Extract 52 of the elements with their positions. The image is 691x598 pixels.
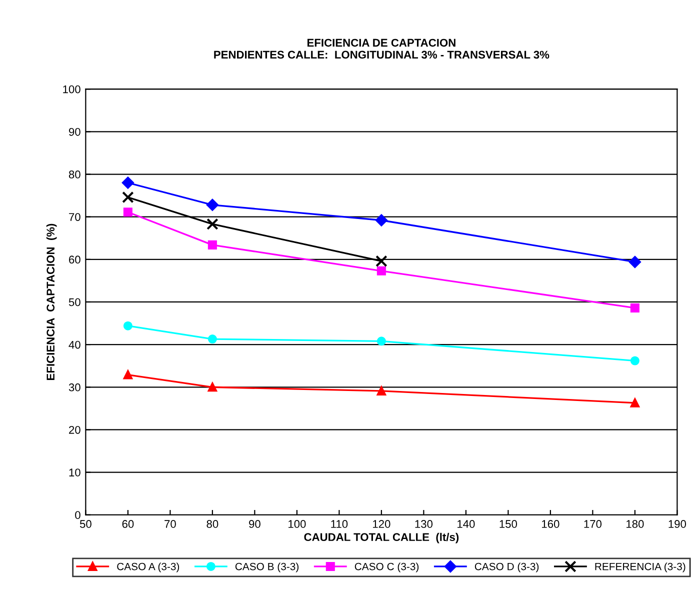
y-tick-label: 10 (69, 468, 80, 476)
point (630, 303, 640, 312)
x-axis-title: CAUDAL TOTAL CALLE (lt/s) (304, 532, 459, 544)
chart-title: EFICIENCIA DE CAPTACION PENDIENTES CALLE: LONGITUDINAL 3% - TRANSVERSAL 3% (214, 38, 550, 59)
point (376, 266, 386, 276)
x-tick-label: 70 (164, 520, 176, 528)
y-tick-label: 30 (68, 383, 80, 392)
y-tick-label: 20 (69, 426, 80, 434)
point (123, 370, 132, 380)
point (208, 240, 217, 250)
point (123, 208, 132, 217)
point (122, 191, 134, 204)
point (206, 198, 218, 211)
y-axis-title: EFICIENCIA CAPTACION (%) (46, 224, 57, 380)
legend-label: CASO B (3-3) (235, 562, 298, 572)
x-tick-label: 50 (80, 520, 92, 528)
x-tick-label: 120 (373, 520, 390, 528)
x-tick-label: 180 (626, 520, 644, 528)
point (630, 398, 640, 408)
x-tick-label: 130 (415, 520, 433, 528)
x-tick-label: 190 (668, 520, 686, 528)
y-tick-label: 80 (68, 170, 80, 178)
x-tick-label: 110 (331, 520, 348, 528)
point (376, 386, 386, 396)
point (630, 356, 640, 366)
point (628, 256, 641, 268)
y-tick-label: 0 (75, 511, 80, 520)
legend-label: CASO D (3-3) (474, 562, 539, 572)
point (206, 218, 218, 230)
x-tick-label: 80 (206, 520, 218, 528)
point (208, 334, 217, 344)
y-tick-label: 70 (69, 213, 80, 221)
y-tick-label: 90 (68, 128, 80, 136)
legend-label: CASO C (3-3) (354, 562, 419, 572)
point (122, 176, 134, 189)
x-tick-label: 160 (542, 520, 560, 528)
x-tick-label: 170 (584, 520, 602, 528)
legend-label: REFERENCIA (3-3) (595, 562, 686, 572)
x-tick-label: 60 (122, 520, 134, 528)
x-tick-label: 140 (458, 520, 475, 528)
x-tick-label: 150 (500, 520, 518, 528)
point (376, 336, 386, 346)
point (123, 321, 132, 330)
legend-label: CASO A (3-3) (117, 562, 180, 572)
y-tick-label: 100 (63, 85, 80, 94)
x-tick-label: 100 (288, 520, 306, 528)
y-tick-label: 50 (68, 298, 80, 306)
y-tick-label: 60 (69, 256, 80, 264)
point (375, 214, 388, 226)
point (376, 255, 388, 268)
y-tick-label: 40 (68, 340, 80, 349)
x-tick-label: 90 (249, 520, 260, 528)
